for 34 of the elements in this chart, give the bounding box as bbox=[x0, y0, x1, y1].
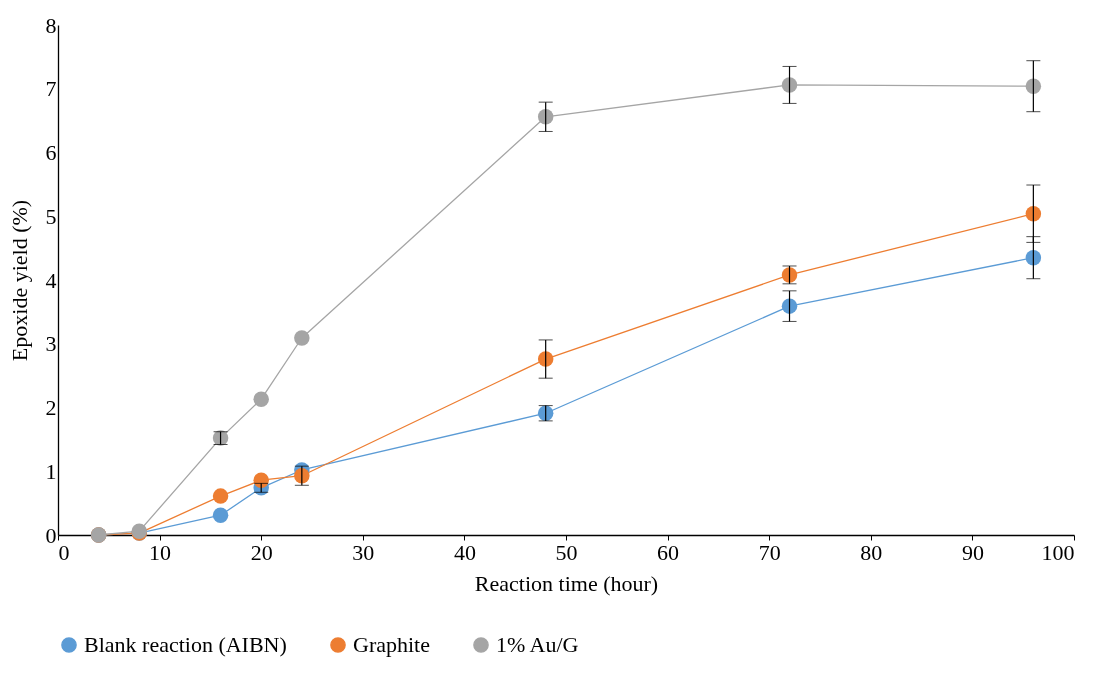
y-tick-label: 1 bbox=[45, 458, 57, 484]
y-tick-label: 2 bbox=[45, 395, 57, 420]
y-tick-label: 0 bbox=[45, 522, 57, 548]
x-tick-label: 50 bbox=[555, 539, 578, 565]
legend-label: 1% Au/G bbox=[496, 632, 579, 657]
point bbox=[212, 507, 229, 523]
point bbox=[537, 351, 554, 367]
point bbox=[537, 109, 554, 125]
y-tick-label: 7 bbox=[45, 76, 57, 102]
x-tick-label: 100 bbox=[1041, 539, 1075, 565]
y-tick-label: 6 bbox=[45, 140, 57, 165]
x-tick-label: 20 bbox=[250, 539, 273, 565]
legend-label: Blank reaction (AIBN) bbox=[84, 632, 287, 657]
x-axis-title: Reaction time (hour) bbox=[474, 570, 659, 596]
point bbox=[253, 472, 269, 488]
point bbox=[1025, 205, 1042, 222]
point bbox=[294, 330, 310, 346]
point bbox=[1025, 249, 1042, 266]
y-tick-label: 5 bbox=[45, 203, 57, 229]
y-tick-label: 4 bbox=[45, 267, 57, 293]
x-tick-label: 90 bbox=[961, 539, 984, 565]
y-tick-label: 3 bbox=[45, 331, 57, 357]
x-tick-label: 70 bbox=[758, 539, 781, 565]
point bbox=[253, 391, 269, 407]
x-tick-label: 60 bbox=[657, 539, 680, 565]
point bbox=[212, 488, 229, 504]
x-tick-label: 30 bbox=[352, 539, 375, 565]
x-tick-label: 10 bbox=[149, 539, 172, 565]
legend-label: Graphite bbox=[353, 632, 430, 657]
y-tick-label: 8 bbox=[45, 12, 57, 38]
x-tick-label: 80 bbox=[860, 539, 883, 565]
point bbox=[1025, 78, 1042, 94]
x-tick-label: 40 bbox=[453, 539, 476, 565]
y-axis-title: Epoxide yield (%) bbox=[6, 199, 32, 362]
